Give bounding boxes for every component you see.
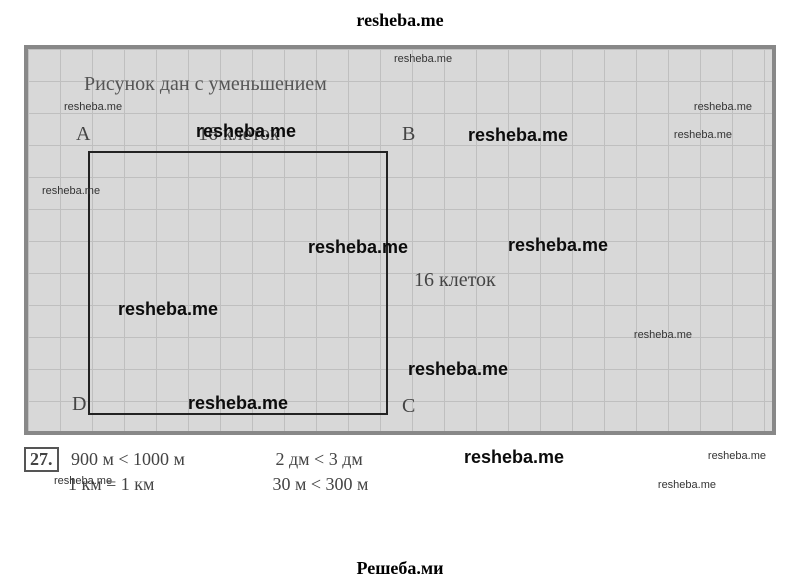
page-footer: Решеба.ми — [0, 558, 800, 579]
watermark-text: resheba.me — [674, 129, 732, 141]
square-abcd — [88, 151, 388, 415]
watermark-text: resheba.me — [508, 235, 608, 256]
vertex-d: D — [72, 393, 86, 416]
vertex-b: B — [402, 123, 415, 146]
answer-r1c2: 2 дм < 3 дм — [276, 449, 476, 470]
answer-r2c2: 30 м < 300 м — [273, 474, 473, 495]
side-label-right: 16 клеток — [414, 269, 496, 292]
answers-block: 27. 900 м < 1000 м 2 дм < 3 дм 1 км = 1 … — [24, 447, 776, 495]
grid-panel: Рисунок дан с уменьшением A B C D 16 кле… — [24, 45, 776, 435]
answer-r1c1: 900 м < 1000 м — [71, 449, 271, 470]
side-label-top: 16 клеток — [198, 123, 280, 146]
problem-number: 27. — [24, 447, 59, 472]
panel-caption: Рисунок дан с уменьшением — [84, 73, 327, 96]
watermark-text: resheba.me — [468, 125, 568, 146]
vertex-a: A — [76, 123, 90, 146]
watermark-text: resheba.me — [64, 101, 122, 113]
vertex-c: C — [402, 395, 415, 418]
watermark-text: resheba.me — [694, 101, 752, 113]
page-header: resheba.me — [0, 0, 800, 37]
watermark-text: resheba.me — [634, 329, 692, 341]
watermark-text: resheba.me — [394, 53, 452, 65]
watermark-text: resheba.me — [408, 359, 508, 380]
answer-r2c1: 1 км = 1 км — [68, 474, 268, 495]
